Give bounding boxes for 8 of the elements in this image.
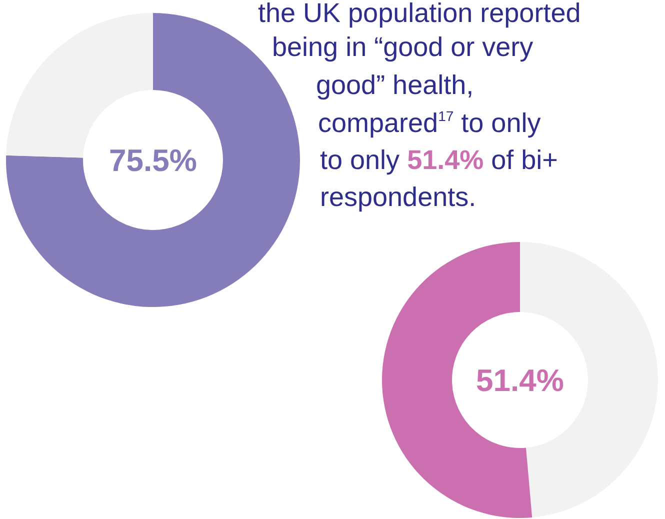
- text: the UK population reported: [258, 0, 581, 28]
- text: respondents.: [320, 182, 476, 212]
- data-label: 75.5%: [109, 142, 197, 178]
- data-label: 51.4%: [476, 362, 564, 398]
- text: to only 51.4% of bi+: [320, 145, 558, 175]
- text: compared$^{17}$ to only: [318, 108, 542, 138]
- text: good” health,: [316, 70, 474, 100]
- text: being in “good or very: [272, 32, 534, 62]
